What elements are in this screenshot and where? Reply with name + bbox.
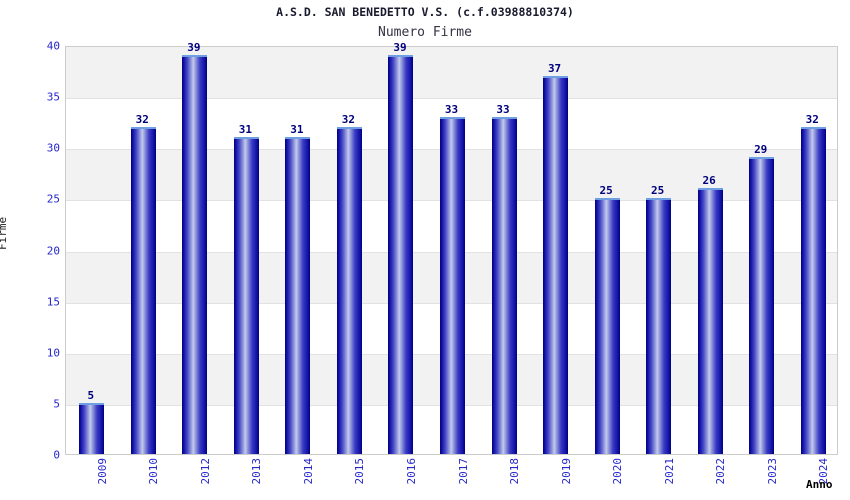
- x-tick-label: 2012: [198, 458, 212, 485]
- bar-value-label: 33: [496, 102, 510, 116]
- bar[interactable]: [79, 402, 105, 454]
- x-tick-label: 2016: [404, 458, 418, 485]
- bar[interactable]: [749, 157, 775, 454]
- bar-value-label: 5: [87, 388, 95, 402]
- chart-title: A.S.D. SAN BENEDETTO V.S. (c.f.039888103…: [276, 5, 574, 19]
- bar[interactable]: [646, 198, 672, 454]
- x-tick-label: 2021: [662, 458, 676, 485]
- x-tick-label: 2017: [456, 458, 470, 485]
- y-tick-label: 25: [46, 192, 60, 206]
- x-tick-label: 2015: [353, 458, 367, 485]
- x-tick-label: 2022: [714, 458, 728, 485]
- x-axis-ticks: 2009 2010 2012 2013 2014 2015 2016 2017 2018 2019…: [65, 458, 838, 500]
- bar[interactable]: [336, 126, 362, 454]
- bar[interactable]: [285, 137, 311, 454]
- gridline: [66, 98, 837, 100]
- bar[interactable]: [182, 55, 208, 454]
- x-tick-label: 2020: [611, 458, 625, 485]
- y-tick-label: 35: [46, 90, 60, 104]
- y-tick-label: 20: [46, 244, 60, 257]
- bar-value-label: 32: [341, 112, 356, 126]
- x-tick-label: 2013: [250, 458, 264, 485]
- bar-value-label: 39: [187, 41, 201, 55]
- bar-value-label: 33: [444, 102, 459, 116]
- y-tick-label: 40: [46, 39, 60, 53]
- bar-value-label: 31: [238, 123, 252, 137]
- x-axis-title: Anno: [806, 478, 833, 491]
- y-tick-label: 5: [53, 397, 60, 411]
- chart-subtitle: Numero Firme: [378, 25, 472, 40]
- bar-value-label: 29: [754, 143, 768, 157]
- bar[interactable]: [543, 75, 569, 454]
- y-tick-label: 0: [53, 448, 60, 462]
- bar-value-label: 31: [290, 123, 304, 137]
- bar-value-label: 25: [599, 184, 613, 198]
- bar-value-label: 25: [651, 184, 665, 198]
- bar-value-label: 32: [805, 112, 819, 126]
- bar-value-label: 37: [547, 61, 562, 75]
- x-tick-label: 2014: [301, 458, 315, 485]
- x-tick-label: 2019: [559, 458, 573, 485]
- x-tick-label: 2023: [765, 458, 779, 485]
- y-tick-label: 15: [46, 295, 60, 309]
- bar-value-label: 26: [702, 174, 716, 188]
- bar[interactable]: [800, 126, 826, 454]
- bar-value-label: 32: [135, 112, 149, 126]
- bar[interactable]: [388, 55, 414, 454]
- x-tick-label: 2018: [508, 458, 522, 485]
- y-tick-label: 30: [46, 141, 60, 155]
- x-tick-label: 2010: [147, 458, 161, 485]
- y-axis-ticks: 0 5 10 15 20 25 30 35 40: [0, 40, 60, 462]
- bar[interactable]: [130, 126, 156, 454]
- bar[interactable]: [594, 198, 620, 454]
- bar[interactable]: [697, 188, 723, 454]
- bar[interactable]: [491, 116, 517, 454]
- bar[interactable]: [233, 137, 259, 454]
- y-tick-label: 10: [46, 346, 60, 360]
- bar[interactable]: [440, 116, 465, 454]
- plot-area: [65, 46, 838, 455]
- bars-layer: [66, 47, 837, 454]
- bar-value-label: 39: [393, 41, 407, 55]
- x-tick-label: 2009: [95, 458, 109, 485]
